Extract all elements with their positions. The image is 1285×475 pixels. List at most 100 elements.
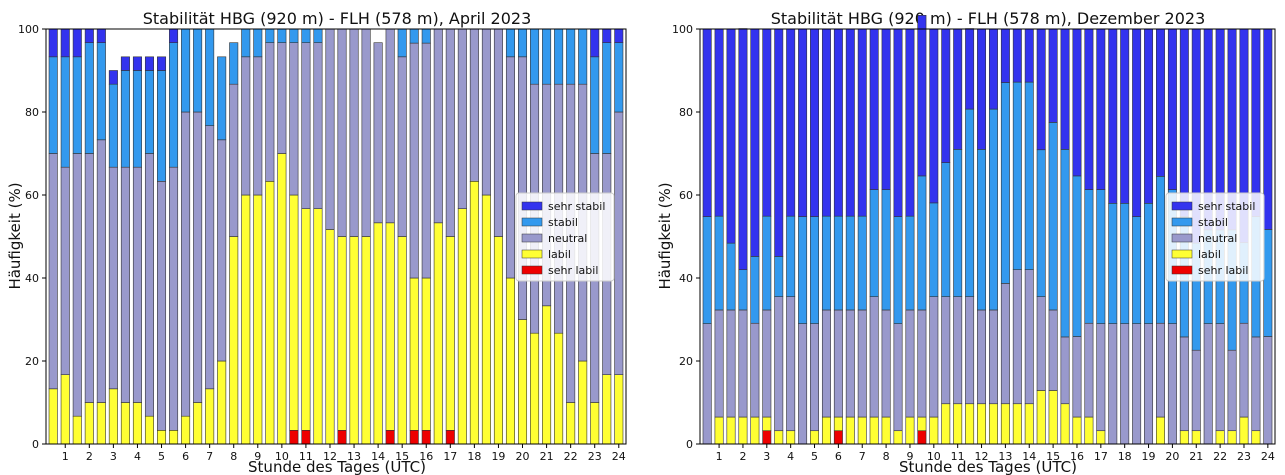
x-tick-label: 17 — [1094, 450, 1108, 463]
bar-sehr-labil — [385, 430, 395, 445]
x-tick-label: 17 — [443, 450, 457, 463]
x-tick-label: 19 — [491, 450, 505, 463]
bar-stabil — [1144, 203, 1154, 324]
bar-neutral — [833, 309, 843, 418]
bar-neutral — [965, 296, 975, 405]
bar-stabil — [517, 28, 528, 58]
bar-stabil — [241, 28, 251, 58]
bar-labil — [845, 416, 855, 445]
bar-labil — [60, 374, 70, 445]
bar-neutral — [1108, 323, 1118, 445]
legend-swatch-neutral — [521, 233, 543, 243]
bar-labil — [313, 208, 323, 445]
bar-neutral — [1251, 336, 1261, 432]
bar-labil — [762, 416, 772, 432]
bar-neutral — [917, 309, 927, 418]
x-tick-label: 6 — [835, 450, 842, 463]
bar-sehr-labil — [833, 430, 843, 445]
bar-stabil — [84, 42, 94, 154]
bar-sehr-stabil — [833, 28, 843, 217]
bar-sehr-stabil — [1167, 28, 1177, 190]
x-tick-label: 9 — [254, 450, 261, 463]
bar-neutral — [941, 296, 951, 405]
bar-stabil — [881, 189, 891, 311]
bar-labil — [325, 229, 335, 445]
bar-labil — [120, 402, 130, 445]
y-axis-label: Häufigkeit (%) — [6, 182, 24, 289]
bar-stabil — [821, 215, 831, 311]
bar-sehr-stabil — [120, 56, 130, 71]
bar-neutral — [1060, 336, 1070, 405]
bar-sehr-stabil — [881, 28, 891, 190]
bar-stabil — [578, 28, 588, 85]
bar-sehr-stabil — [1048, 28, 1058, 123]
bar-sehr-stabil — [1024, 28, 1034, 83]
bar-labil — [941, 403, 951, 445]
bar-neutral — [881, 309, 891, 418]
bar-stabil — [157, 70, 167, 182]
bar-sehr-stabil — [1108, 28, 1118, 204]
bar-neutral — [614, 111, 624, 375]
bar-neutral — [714, 309, 724, 418]
bar-labil — [566, 402, 576, 445]
chart-title: Stabilität HBG (920 m) - FLH (578 m), De… — [771, 9, 1206, 28]
bar-sehr-stabil — [941, 28, 951, 163]
bar-neutral — [301, 42, 311, 210]
bar-stabil — [1108, 203, 1118, 324]
bar-sehr-stabil — [1132, 28, 1142, 217]
bar-labil — [349, 236, 359, 445]
bar-labil — [774, 430, 784, 445]
bar-labil — [337, 236, 347, 431]
bar-neutral — [1096, 323, 1106, 432]
bar-labil — [750, 416, 760, 445]
bar-neutral — [762, 309, 772, 418]
bar-stabil — [857, 215, 867, 311]
bar-labil — [1251, 430, 1261, 445]
bar-labil — [917, 416, 927, 432]
bar-labil — [905, 416, 915, 445]
x-tick-label: 12 — [975, 450, 989, 463]
y-tick-label: 20 — [679, 355, 693, 368]
bar-neutral — [1227, 349, 1237, 432]
legend-swatch-labil — [1171, 249, 1193, 259]
bar-stabil — [1120, 203, 1130, 324]
bar-sehr-stabil — [810, 28, 819, 217]
bar-sehr-stabil — [988, 28, 998, 110]
x-tick-label: 11 — [951, 450, 965, 463]
bar-neutral — [337, 28, 347, 237]
bar-neutral — [738, 309, 748, 418]
plot-frame — [45, 28, 627, 445]
x-tick-label: 13 — [347, 450, 361, 463]
x-tick-label: 21 — [540, 450, 554, 463]
bar-neutral — [325, 28, 335, 230]
bar-neutral — [893, 323, 903, 432]
x-tick-label: 16 — [1070, 450, 1084, 463]
x-tick-label: 7 — [859, 450, 866, 463]
bar-neutral — [1084, 322, 1094, 418]
bar-labil — [457, 208, 467, 445]
legend-label: neutral — [1198, 232, 1237, 245]
bar-labil — [965, 403, 975, 445]
bar-neutral — [108, 166, 118, 390]
bar-sehr-stabil — [590, 28, 600, 58]
bar-labil — [1000, 403, 1010, 445]
bar-labil — [1191, 430, 1201, 445]
bar-neutral — [1239, 322, 1249, 418]
bar-labil — [1156, 416, 1165, 445]
x-tick-label: 8 — [883, 450, 890, 463]
bar-stabil — [277, 28, 287, 43]
bar-labil — [714, 416, 724, 445]
bar-stabil — [977, 149, 987, 311]
x-tick-label: 2 — [86, 450, 93, 463]
legend-label: sehr stabil — [1198, 200, 1255, 213]
bar-stabil — [905, 215, 915, 311]
legend-swatch-sehr-labil — [521, 265, 543, 275]
bar-stabil — [941, 162, 951, 297]
bar-neutral — [493, 28, 503, 237]
bar-sehr-stabil — [726, 28, 736, 244]
bar-stabil — [301, 28, 311, 43]
bar-sehr-stabil — [738, 28, 748, 271]
x-tick-label: 5 — [811, 450, 818, 463]
bar-sehr-stabil — [977, 28, 987, 150]
bar-sehr-stabil — [774, 28, 784, 257]
